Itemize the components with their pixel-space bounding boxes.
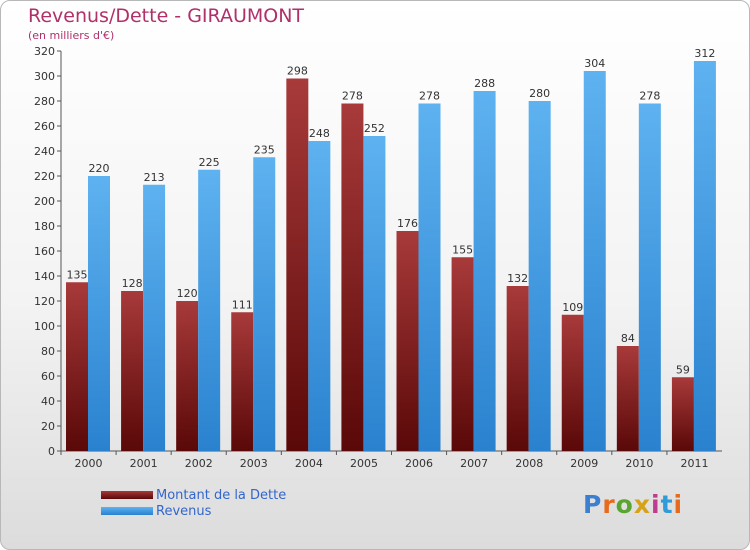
logo-letter: t	[660, 490, 674, 519]
bar-debt	[671, 377, 694, 451]
x-tick-label: 2008	[515, 457, 543, 470]
legend-swatch-debt	[101, 491, 153, 499]
data-label: 128	[122, 277, 143, 290]
data-label: 135	[67, 268, 88, 281]
y-tick-label: 240	[34, 145, 55, 158]
logo-letter: i	[673, 490, 684, 519]
data-label: 278	[419, 90, 440, 103]
legend-label-revenus: Revenus	[156, 504, 212, 519]
y-tick-label: 40	[41, 395, 55, 408]
x-tick-label: 2010	[625, 457, 653, 470]
y-tick-label: 120	[34, 295, 55, 308]
y-tick-label: 220	[34, 170, 55, 183]
bar-debt	[561, 314, 584, 451]
y-axis-ticks: 0 20 40 60 80 100 120 140 160 180 200 220 240 260 280 3…	[34, 45, 61, 458]
y-tick-label: 200	[34, 195, 55, 208]
data-label: 109	[562, 301, 583, 314]
data-label: 235	[254, 143, 275, 156]
bar-debt	[341, 103, 364, 451]
bar-debt	[121, 291, 144, 451]
data-label: 252	[364, 122, 385, 135]
data-label: 176	[397, 217, 418, 230]
y-tick-label: 0	[48, 445, 55, 458]
bar-revenus	[528, 101, 551, 451]
x-tick-label: 2004	[295, 457, 323, 470]
bar-revenus	[143, 184, 166, 451]
bar-revenus	[88, 176, 110, 451]
y-tick-label: 320	[34, 45, 55, 58]
data-label: 312	[694, 47, 715, 60]
data-label: 298	[287, 65, 308, 78]
x-tick-label: 2011	[680, 457, 708, 470]
data-label: 280	[529, 87, 550, 100]
chart-bars	[66, 61, 716, 451]
bar-debt	[66, 282, 88, 451]
chart-title: Revenus/Dette - GIRAUMONT	[28, 5, 305, 27]
proxiti-logo: Proxiti	[583, 490, 683, 519]
data-label: 288	[474, 77, 495, 90]
y-tick-label: 260	[34, 120, 55, 133]
bar-revenus	[583, 71, 606, 451]
x-axis-ticks: 2000 2001 2002 2003 2004 2005 2006 2007 2008 2009…	[60, 451, 708, 470]
legend-label-debt: Montant de la Dette	[156, 488, 287, 503]
bar-debt	[451, 257, 474, 451]
chart-subtitle: (en milliers d'€)	[28, 29, 115, 42]
bar-revenus	[473, 91, 496, 451]
data-label: 84	[621, 332, 635, 345]
data-label: 220	[89, 162, 110, 175]
logo-letter: x	[633, 490, 651, 519]
logo-letter: P	[583, 490, 603, 519]
y-tick-label: 180	[34, 220, 55, 233]
data-label: 248	[309, 127, 330, 140]
data-label: 111	[232, 298, 253, 311]
y-tick-label: 80	[41, 345, 55, 358]
data-label: 132	[507, 272, 528, 285]
y-tick-label: 280	[34, 95, 55, 108]
bar-debt	[616, 346, 639, 451]
x-tick-label: 2000	[75, 457, 103, 470]
bar-debt	[176, 301, 199, 451]
data-label: 225	[199, 156, 220, 169]
y-tick-label: 60	[41, 370, 55, 383]
x-tick-label: 2003	[240, 457, 268, 470]
y-tick-label: 300	[34, 70, 55, 83]
data-label: 59	[676, 363, 690, 376]
y-tick-label: 100	[34, 320, 55, 333]
x-tick-label: 2006	[405, 457, 433, 470]
x-tick-label: 2007	[460, 457, 488, 470]
data-label: 278	[342, 90, 363, 103]
data-labels: 135 128 120 111 298 278 176 155 132 109 84 59 220 213…	[67, 47, 716, 376]
logo-letter: i	[651, 490, 661, 519]
logo-letter: o	[615, 490, 634, 519]
bar-debt	[231, 312, 254, 451]
y-tick-label: 20	[41, 420, 55, 433]
bar-revenus	[363, 136, 386, 451]
bar-revenus	[638, 103, 661, 451]
bar-revenus	[693, 61, 716, 451]
y-tick-label: 160	[34, 245, 55, 258]
data-label: 304	[584, 57, 605, 70]
bar-revenus	[198, 169, 221, 451]
legend-swatch-revenus	[101, 507, 153, 515]
data-label: 120	[177, 287, 198, 300]
bar-revenus	[308, 141, 331, 451]
x-tick-label: 2002	[185, 457, 213, 470]
data-label: 278	[639, 90, 660, 103]
y-tick-label: 140	[34, 270, 55, 283]
bar-debt	[506, 286, 529, 451]
x-tick-label: 2009	[570, 457, 598, 470]
data-label: 155	[452, 243, 473, 256]
bar-debt	[286, 78, 309, 451]
bar-revenus	[418, 103, 441, 451]
data-label: 213	[144, 171, 165, 184]
bar-debt	[396, 231, 419, 451]
bar-revenus	[253, 157, 276, 451]
logo-letter: r	[602, 490, 616, 519]
x-tick-label: 2005	[350, 457, 378, 470]
x-tick-label: 2001	[130, 457, 158, 470]
